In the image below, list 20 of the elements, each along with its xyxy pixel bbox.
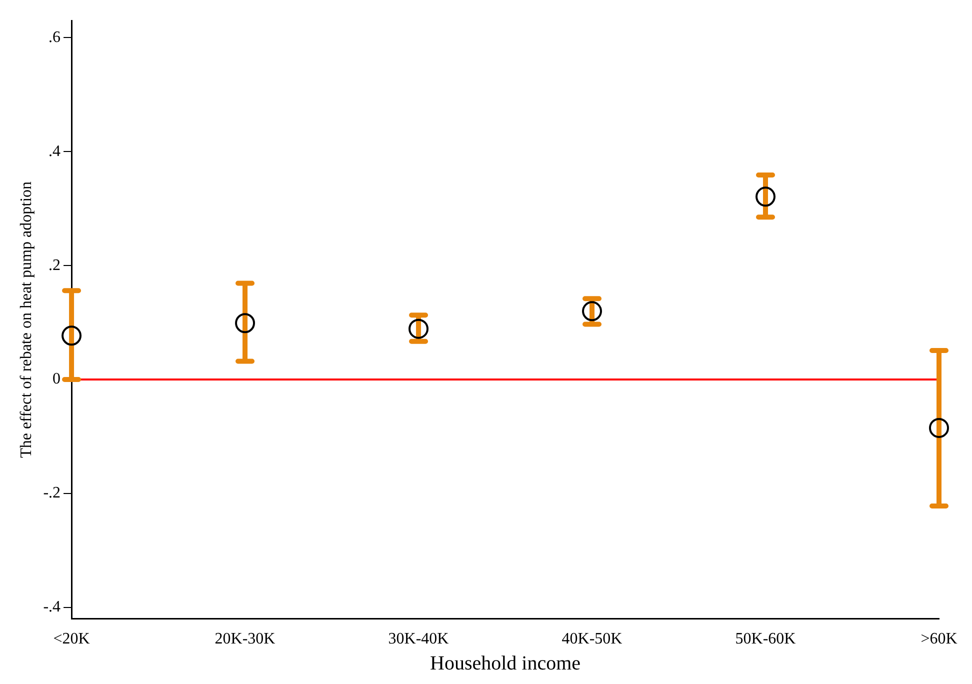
y-axis-title: The effect of rebate on heat pump adoption	[18, 181, 35, 458]
x-tick-label: 20K-30K	[214, 630, 276, 648]
x-tick-label: >60K	[920, 630, 958, 648]
y-tick-label: .4	[48, 142, 61, 160]
point	[62, 326, 82, 346]
point	[929, 418, 949, 438]
point	[582, 301, 602, 322]
x-tick-label: <20K	[53, 630, 90, 648]
x-axis-title: Household income	[430, 652, 581, 674]
x-tick-label: 30K-40K	[388, 630, 450, 648]
y-tick-label: -.4	[43, 598, 61, 616]
x-tick-label: 40K-50K	[562, 630, 623, 648]
x-tick-label: 50K-60K	[735, 630, 796, 648]
point	[756, 186, 776, 207]
y-tick-label: .2	[48, 256, 61, 274]
point	[408, 318, 429, 339]
y-tick-label: .6	[48, 28, 61, 46]
point	[235, 313, 256, 334]
y-tick-label: -.2	[43, 484, 61, 502]
y-tick-label: 0	[52, 370, 61, 388]
